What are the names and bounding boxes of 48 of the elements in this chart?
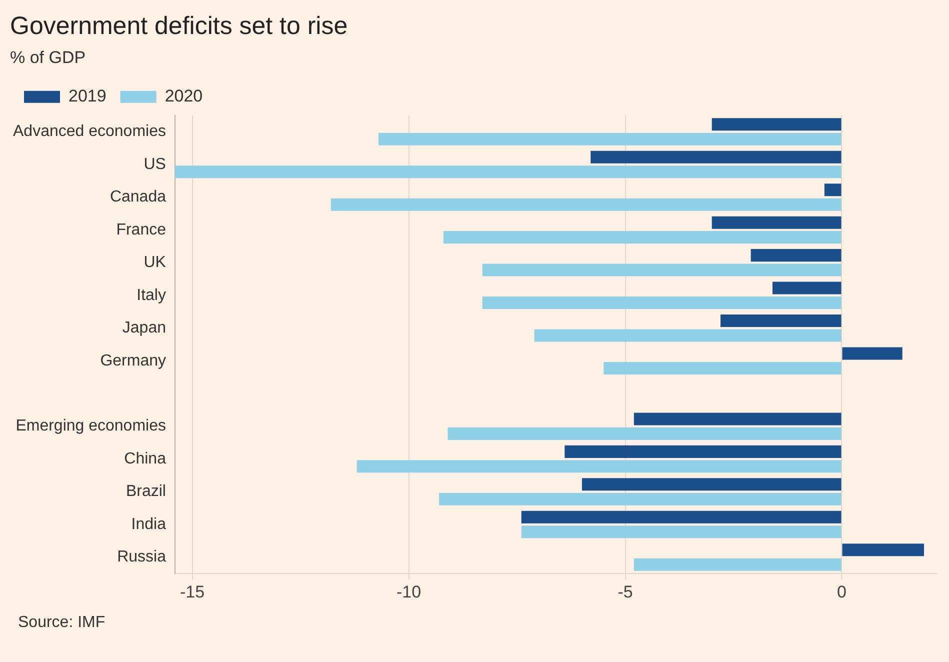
- bar: [521, 526, 842, 538]
- bar: [842, 347, 902, 360]
- y-tick-label: Brazil: [126, 483, 166, 500]
- chart-subtitle: % of GDP: [10, 48, 86, 67]
- x-tick-label: -15: [180, 582, 205, 602]
- y-tick-label: UK: [144, 254, 166, 272]
- bar: [720, 314, 842, 328]
- bar: [634, 412, 842, 426]
- y-tick-label: US: [144, 156, 166, 173]
- bar: [604, 362, 842, 374]
- y-tick-label: Canada: [110, 188, 166, 206]
- bar: [330, 198, 842, 211]
- bar: [750, 249, 842, 262]
- bar: [521, 510, 842, 524]
- bar: [634, 558, 842, 571]
- bar: [534, 329, 842, 342]
- bar: [174, 166, 842, 178]
- bar: [356, 460, 842, 473]
- bar: [842, 544, 924, 556]
- chart-title: Government deficits set to rise: [10, 12, 348, 40]
- bar: [712, 216, 842, 229]
- bar: [712, 118, 842, 131]
- source-note: Source: IMF: [18, 614, 106, 632]
- bar: [482, 264, 842, 276]
- bar: [564, 445, 842, 458]
- bar: [582, 478, 842, 491]
- bar: [772, 282, 842, 294]
- y-tick-label: Emerging economies: [16, 418, 166, 435]
- y-tick-label: Italy: [136, 286, 166, 304]
- y-tick-label: Russia: [117, 548, 166, 566]
- y-tick-label: Germany: [100, 352, 166, 370]
- y-tick-label: Advanced economies: [13, 123, 166, 140]
- bar: [443, 231, 842, 244]
- x-tick-label: 0: [837, 582, 846, 602]
- y-tick-label: India: [131, 516, 166, 533]
- legend-label: 2020: [164, 86, 203, 106]
- bar: [439, 492, 842, 506]
- bar: [482, 296, 842, 310]
- y-tick-label: China: [124, 450, 166, 468]
- legend-label: 2019: [68, 86, 106, 106]
- bar: [590, 150, 842, 164]
- y-tick-label: France: [116, 221, 166, 238]
- x-tick-label: -5: [618, 582, 633, 602]
- bar: [378, 132, 842, 146]
- bar: [824, 184, 842, 196]
- bar: [448, 427, 842, 440]
- x-tick-label: -10: [396, 582, 422, 602]
- y-tick-label: Japan: [122, 320, 166, 337]
